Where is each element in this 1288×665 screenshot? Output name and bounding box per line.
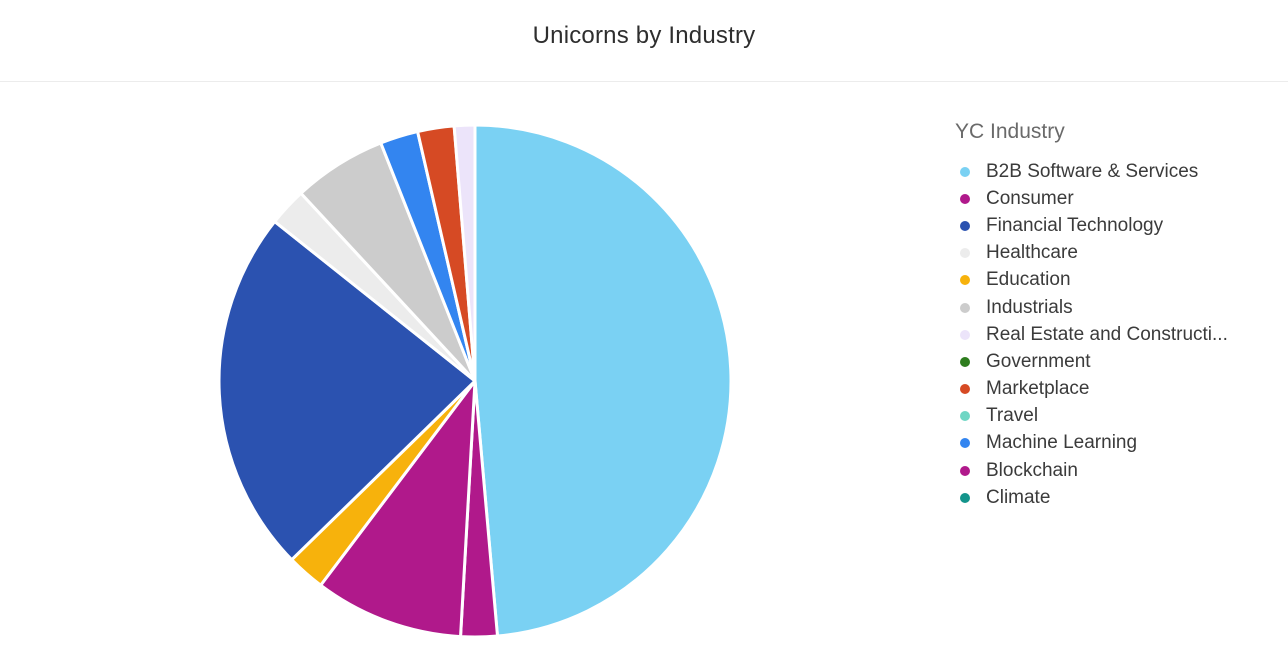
legend-label: Marketplace	[986, 378, 1090, 400]
legend-label: Machine Learning	[986, 432, 1138, 454]
legend-swatch	[960, 193, 970, 204]
legend-label: Financial Technology	[986, 214, 1164, 236]
legend: YC Industry B2B Software & Services Consu…	[955, 120, 1275, 511]
legend-swatch	[960, 411, 970, 422]
chart-header: Unicorns by Industry	[0, 0, 1288, 82]
legend-label: Industrials	[986, 296, 1073, 318]
legend-item[interactable]: Education	[955, 267, 1275, 294]
legend-item[interactable]: Consumer	[955, 185, 1275, 212]
pie-slices	[217, 123, 733, 639]
legend-item[interactable]: Climate	[955, 484, 1275, 511]
legend-label: Real Estate and Constructi...	[986, 323, 1228, 345]
legend-swatch	[960, 438, 970, 449]
chart-title: Unicorns by Industry	[532, 22, 756, 49]
pie-slice[interactable]	[319, 379, 477, 639]
legend-label: Climate	[986, 486, 1051, 508]
pie-chart	[217, 123, 733, 639]
legend-item[interactable]: Government	[955, 348, 1275, 375]
legend-label: Healthcare	[986, 242, 1078, 264]
legend-swatch	[960, 356, 970, 367]
legend-label: Blockchain	[986, 459, 1078, 481]
pie-slice[interactable]	[452, 123, 477, 383]
legend-swatch	[960, 492, 970, 503]
legend-item[interactable]: Industrials	[955, 294, 1275, 321]
legend-item[interactable]: Travel	[955, 403, 1275, 430]
legend-swatch	[960, 275, 970, 286]
pie-slice[interactable]	[473, 123, 733, 638]
legend-item[interactable]: Marketplace	[955, 376, 1275, 403]
legend-label: Consumer	[986, 187, 1074, 209]
legend-label: Travel	[986, 405, 1039, 427]
legend-swatch	[960, 384, 970, 395]
legend-label: Government	[986, 350, 1091, 372]
legend-item[interactable]: Healthcare	[955, 240, 1275, 267]
legend-item[interactable]: B2B Software & Services	[955, 158, 1275, 185]
legend-item[interactable]: Machine Learning	[955, 430, 1275, 457]
legend-swatch	[960, 248, 970, 259]
legend-label: Education	[986, 269, 1071, 291]
legend-swatch	[960, 166, 970, 177]
pie-slice[interactable]	[217, 220, 477, 562]
legend-swatch	[960, 302, 970, 313]
legend-swatch	[960, 329, 970, 340]
legend-item[interactable]: Real Estate and Constructi...	[955, 321, 1275, 348]
legend-items: B2B Software & Services Consumer Financial…	[955, 158, 1275, 511]
legend-item[interactable]: Financial Technology	[955, 212, 1275, 239]
legend-label: B2B Software & Services	[986, 160, 1199, 182]
legend-swatch	[960, 220, 970, 231]
legend-title: YC Industry	[955, 120, 1065, 143]
legend-item[interactable]: Blockchain	[955, 457, 1275, 484]
legend-swatch	[960, 465, 970, 476]
